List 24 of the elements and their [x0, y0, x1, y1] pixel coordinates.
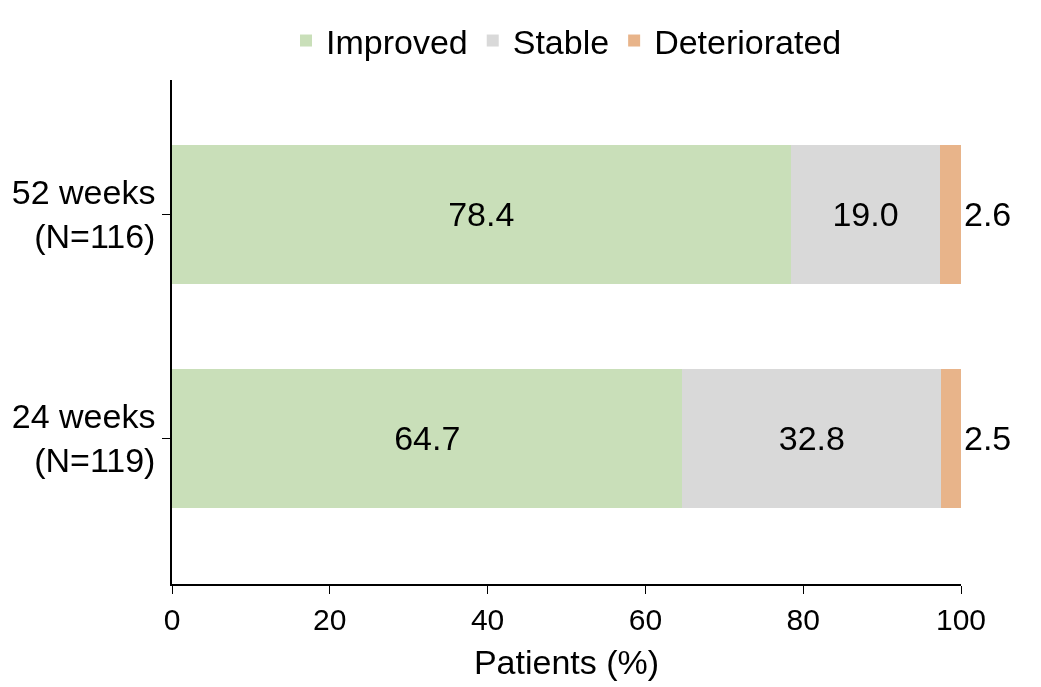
data-label: 64.7 — [394, 419, 461, 458]
legend-label: Stable — [512, 22, 610, 61]
bar — [790, 144, 941, 284]
bar — [682, 368, 942, 508]
x-axis-title: Patients (%) — [473, 642, 660, 681]
x-tick-label: 60 — [628, 602, 663, 636]
y-tick-label: 24 weeks (N=119) — [11, 397, 156, 480]
data-label: 78.4 — [448, 195, 515, 234]
data-label: 32.8 — [778, 419, 845, 458]
bar — [941, 368, 961, 508]
x-tick-label: 0 — [163, 602, 181, 636]
x-tick-label: 20 — [313, 602, 347, 636]
bar — [172, 144, 791, 284]
x-tick-label: 80 — [786, 602, 820, 636]
data-label: 2.6 — [964, 195, 1012, 234]
bar — [172, 368, 683, 508]
bar — [940, 144, 961, 284]
y-tick-label: 52 weeks (N=116) — [11, 173, 156, 256]
x-tick-label: 40 — [470, 602, 505, 636]
legend-label: Deteriorated — [654, 22, 842, 61]
x-tick-label: 100 — [935, 602, 987, 636]
legend-label: Improved — [326, 22, 468, 61]
data-label: 19.0 — [832, 195, 899, 234]
data-label: 2.5 — [964, 419, 1012, 458]
